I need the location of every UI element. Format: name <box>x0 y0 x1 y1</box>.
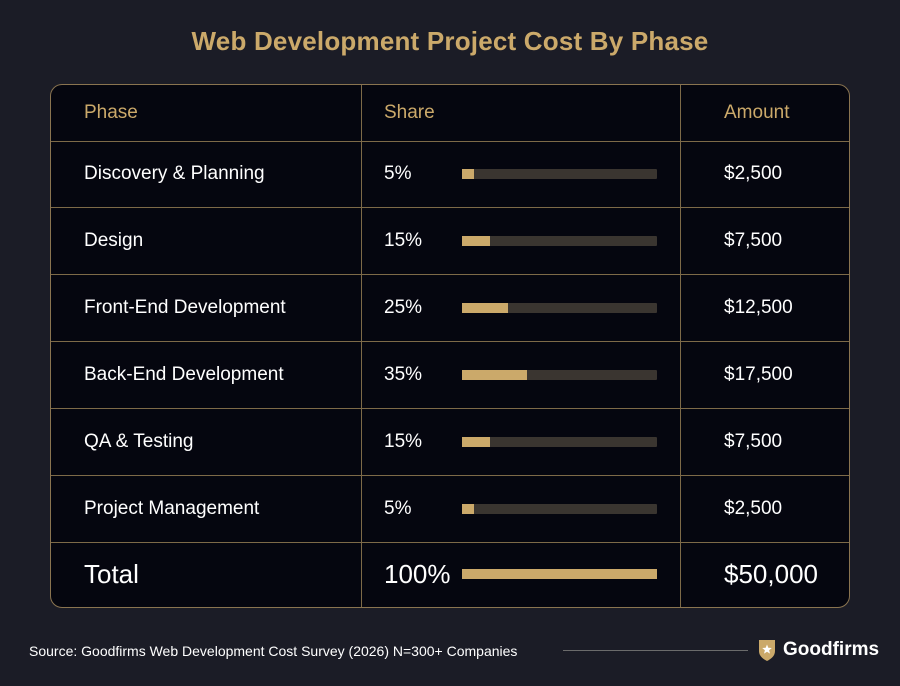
cost-table: Phase Share Amount Discovery & Planning 5… <box>50 84 850 608</box>
brand-logo: Goodfirms <box>757 638 879 662</box>
source-note: Source: Goodfirms Web Development Cost S… <box>29 643 518 659</box>
amount-value: $17,500 <box>724 363 793 385</box>
total-share-bar-fill <box>462 569 657 579</box>
total-label: Total <box>84 558 139 589</box>
row-divider <box>51 341 849 342</box>
footer-divider <box>563 650 748 651</box>
amount-value: $2,500 <box>724 497 783 519</box>
share-bar-fill <box>462 169 474 179</box>
share-bar-fill <box>462 235 490 246</box>
amount-value: $2,500 <box>724 163 783 184</box>
table-row: Design 15% $7,500 <box>51 207 849 274</box>
share-bar-track <box>462 235 657 246</box>
column-divider-share <box>361 85 362 607</box>
table-row: QA & Testing 15% $7,500 <box>51 408 849 475</box>
share-label: 5% <box>384 163 412 184</box>
share-bar-fill <box>462 302 508 313</box>
share-label: 25% <box>384 296 423 318</box>
header-phase: Phase <box>84 102 138 123</box>
share-bar-track <box>462 169 657 179</box>
phase-label: Discovery & Planning <box>84 163 265 184</box>
row-divider <box>51 207 849 208</box>
table-row: Discovery & Planning 5% $2,500 <box>51 141 849 207</box>
share-bar-fill <box>462 503 474 514</box>
total-share-bar-track <box>462 569 657 579</box>
share-bar-track <box>462 369 657 380</box>
row-divider <box>51 408 849 409</box>
table-row: Project Management 5% $2,500 <box>51 475 849 542</box>
chart-title: Web Development Project Cost By Phase <box>191 26 709 56</box>
brand-name: Goodfirms <box>783 639 880 660</box>
share-label: 35% <box>384 363 423 385</box>
phase-label: QA & Testing <box>84 430 194 452</box>
row-divider <box>51 542 849 543</box>
share-bar-fill <box>462 369 527 380</box>
row-divider <box>51 141 849 142</box>
total-amount: $50,000 <box>724 558 818 589</box>
amount-value: $7,500 <box>724 229 783 251</box>
phase-label: Back-End Development <box>84 363 284 385</box>
goodfirms-shield-star-icon <box>759 640 775 661</box>
share-bar-track <box>462 302 657 313</box>
amount-value: $7,500 <box>724 430 783 452</box>
row-divider <box>51 475 849 476</box>
amount-value: $12,500 <box>724 296 793 318</box>
phase-label: Design <box>84 229 144 251</box>
share-bar-track <box>462 436 657 447</box>
share-label: 15% <box>384 430 423 452</box>
share-bar-track <box>462 503 657 514</box>
header-share: Share <box>384 102 435 123</box>
phase-label: Front-End Development <box>84 296 286 318</box>
column-divider-amount <box>680 85 681 607</box>
phase-label: Project Management <box>84 497 260 519</box>
share-label: 5% <box>384 497 412 519</box>
table-row: Back-End Development 35% $17,500 <box>51 341 849 408</box>
table-header-row: Phase Share Amount <box>51 85 849 141</box>
table-row: Front-End Development 25% $12,500 <box>51 274 849 341</box>
share-bar-fill <box>462 436 490 447</box>
total-row: Total 100% $50,000 <box>51 542 849 606</box>
share-label: 15% <box>384 229 423 251</box>
total-share-label: 100% <box>384 558 451 589</box>
row-divider <box>51 274 849 275</box>
header-amount: Amount <box>724 102 790 123</box>
